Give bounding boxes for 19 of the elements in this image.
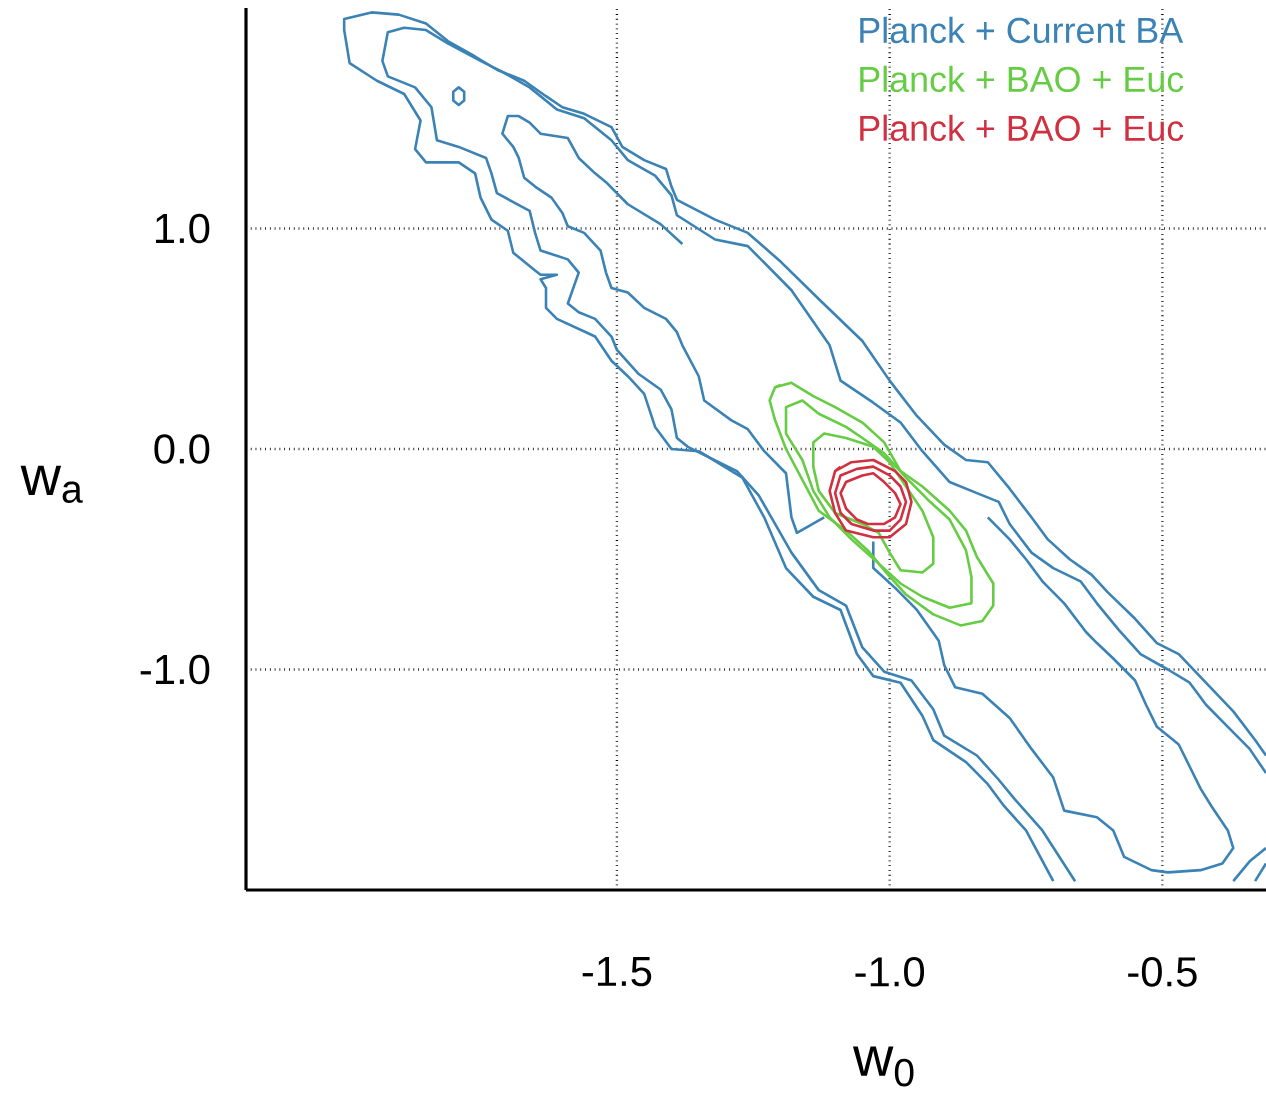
x-axis-title: w$_{0}$ — [852, 1046, 914, 1087]
line-series — [784, 399, 973, 610]
text: Planck + BAO + Euc — [860, 65, 1184, 93]
x-tick-label: -1.0 — [855, 957, 925, 987]
line-series — [828, 458, 913, 539]
line-series — [768, 381, 995, 627]
x-tick-label: -0.5 — [1128, 957, 1197, 987]
y-tick-label: -1.0 — [140, 654, 210, 685]
text: Planck + BAO + Euc — [860, 114, 1184, 142]
line-series — [501, 114, 826, 535]
line-series — [871, 516, 1235, 874]
y-tick-label: 0.0 — [154, 434, 210, 464]
text: Planck + Current BA — [860, 16, 1184, 44]
x-tick-label: -1.5 — [582, 957, 652, 987]
y-axis-title: w$_{a}$ — [20, 465, 83, 503]
line-series — [839, 471, 902, 526]
line-series — [833, 465, 908, 532]
line-series — [451, 86, 466, 107]
y-tick-label: 1.0 — [155, 213, 210, 244]
